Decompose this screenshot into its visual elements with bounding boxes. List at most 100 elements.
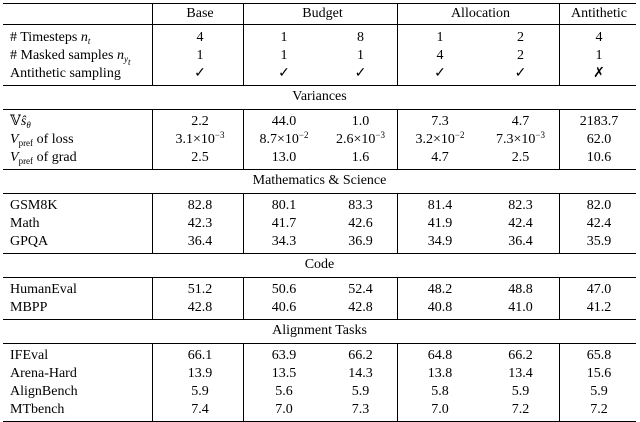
row-value: 66.1	[187, 348, 213, 363]
section-title: Alignment Tasks	[272, 323, 367, 338]
row-value: 65.8	[586, 348, 612, 363]
row-value: 48.8	[508, 282, 533, 297]
config-value: 1	[280, 48, 288, 63]
column-rule	[243, 193, 244, 253]
row-value: 7.3	[431, 114, 449, 129]
row-value: 66.2	[508, 348, 533, 363]
row-value: 42.3	[187, 216, 213, 231]
row-label: GSM8K	[10, 198, 58, 213]
config-value: 1	[436, 30, 444, 45]
rule-section-end	[3, 253, 636, 254]
row-value: 5.9	[351, 384, 370, 399]
row-value: 7.2	[590, 402, 608, 417]
row-value: 41.0	[508, 300, 533, 315]
config-value: 1	[357, 48, 364, 63]
config-value: ✓	[194, 66, 206, 81]
section-title: Mathematics & Science	[252, 173, 387, 188]
column-rule	[152, 3, 153, 85]
section-title: Variances	[292, 89, 347, 104]
header-antithetic: Antithetic	[571, 6, 627, 21]
config-value: ✓	[278, 66, 290, 81]
config-value: 2	[517, 48, 524, 63]
config-value: 1	[280, 30, 288, 45]
row-value: 3.1×10−3	[175, 130, 225, 148]
config-value: 2	[517, 30, 524, 45]
row-value: 7.3	[351, 402, 370, 417]
column-rule	[559, 3, 560, 85]
row-value: 66.2	[348, 348, 373, 363]
row-value: 42.4	[586, 216, 612, 231]
row-value: 1.0	[351, 114, 370, 129]
config-value: 8	[357, 30, 364, 45]
column-rule	[243, 109, 244, 169]
config-value: ✓	[434, 66, 446, 81]
row-value: 5.9	[191, 384, 209, 399]
row-label: IFEval	[10, 348, 49, 363]
row-label: GPQA	[10, 234, 49, 249]
row-value: 2.2	[191, 114, 209, 129]
row-value: 82.3	[508, 198, 533, 213]
row-value: 34.9	[427, 234, 453, 249]
row-value: 36.4	[187, 234, 213, 249]
rule-section-end	[3, 319, 636, 320]
row-value: 7.0	[275, 402, 293, 417]
row-value: 7.0	[431, 402, 449, 417]
column-rule	[559, 277, 560, 319]
config-label: # Masked samples nyt	[10, 48, 131, 67]
rule-top	[3, 3, 636, 4]
row-value: 40.6	[271, 300, 297, 315]
row-value: 40.8	[427, 300, 453, 315]
row-value: 50.6	[271, 282, 297, 297]
row-label: MTbench	[10, 402, 65, 417]
row-value: 83.3	[348, 198, 373, 213]
row-value: 82.8	[187, 198, 213, 213]
row-value: 13.0	[271, 150, 297, 165]
rule-section-title	[3, 193, 636, 194]
row-value: 36.4	[508, 234, 533, 249]
rule-section-end	[3, 169, 636, 170]
row-value: 10.6	[586, 150, 612, 165]
rule-header	[3, 24, 636, 25]
row-value: 14.3	[348, 366, 373, 381]
row-value: 63.9	[271, 348, 297, 363]
row-value: 36.9	[348, 234, 373, 249]
row-value: 13.9	[187, 366, 213, 381]
rule-section-title	[3, 109, 636, 110]
config-label: Antithetic sampling	[10, 66, 121, 81]
section-title: Code	[304, 257, 335, 272]
config-value: ✗	[593, 66, 605, 81]
column-rule	[152, 193, 153, 253]
row-value: 2183.7	[579, 114, 619, 129]
row-value: 42.8	[348, 300, 373, 315]
row-label: HumanEval	[10, 282, 77, 297]
column-rule	[397, 277, 398, 319]
row-value: 1.6	[351, 150, 370, 165]
config-value: ✓	[514, 66, 527, 81]
header-allocation: Allocation	[450, 6, 511, 21]
rule-config-end	[3, 85, 636, 86]
column-rule	[243, 277, 244, 319]
row-value: 82.0	[586, 198, 612, 213]
rule-section-title	[3, 343, 636, 344]
row-value: 48.2	[427, 282, 453, 297]
header-base: Base	[186, 6, 214, 21]
row-value: 4.7	[511, 114, 530, 129]
row-value: 5.8	[431, 384, 449, 399]
row-value: 3.2×10−2	[415, 130, 465, 148]
row-value: 52.4	[348, 282, 373, 297]
row-label: Vpref of grad	[10, 150, 77, 166]
row-label: MBPP	[10, 300, 48, 315]
row-value: 8.7×10−2	[259, 130, 309, 148]
row-value: 41.2	[586, 300, 612, 315]
config-label: # Timesteps nt	[10, 30, 91, 46]
row-value: 34.3	[271, 234, 297, 249]
row-value: 13.5	[271, 366, 297, 381]
row-value: 15.6	[586, 366, 612, 381]
row-label: 𝕍ŝθ	[10, 114, 31, 130]
row-value: 7.3×10−3	[496, 130, 545, 148]
column-rule	[152, 109, 153, 169]
results-table: Base Budget Allocation Antithetic # Time…	[3, 3, 636, 422]
config-value: 4	[436, 48, 444, 63]
row-label: Arena-Hard	[10, 366, 77, 381]
row-value: 2.6×10−3	[336, 130, 385, 148]
